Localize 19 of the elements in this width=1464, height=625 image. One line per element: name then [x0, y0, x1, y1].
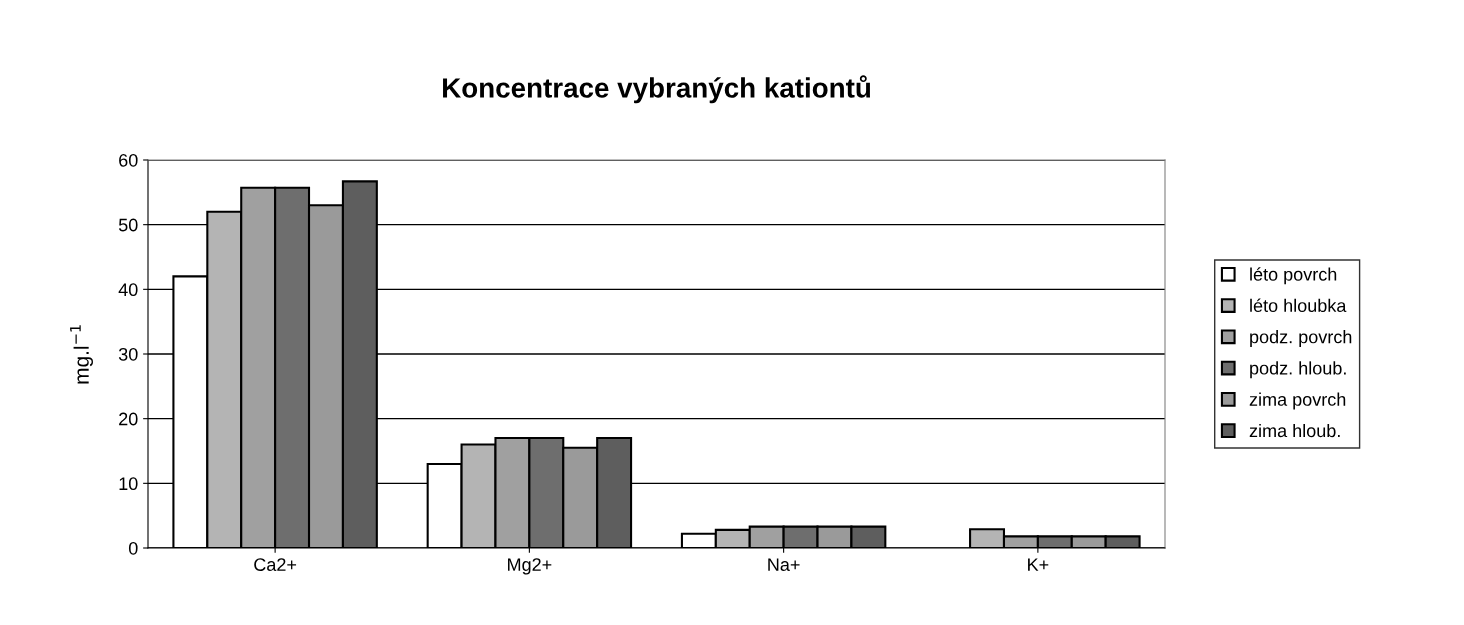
- y-tick-label: 50: [118, 218, 138, 232]
- legend-label: zima povrch: [1249, 392, 1346, 410]
- legend-label: léto hloubka: [1250, 298, 1347, 313]
- y-tick-label: 20: [119, 412, 138, 426]
- legend-label: podz. hloub.: [1250, 361, 1346, 379]
- x-tick-label: Ca2+: [254, 558, 297, 571]
- legend-label: podz. povrch: [1250, 330, 1352, 347]
- x-tick-label: K+: [1028, 558, 1049, 571]
- y-tick-label: 0: [128, 541, 138, 555]
- y-tick-label: 10: [119, 477, 138, 491]
- legend-label: léto povrch: [1250, 267, 1337, 285]
- chart-title: Koncentrace vybraných kationtů: [443, 75, 871, 104]
- y-tick-label: 40: [118, 283, 138, 297]
- x-tick-label: Na+: [768, 558, 800, 571]
- legend-label: zima hloub.: [1249, 423, 1340, 438]
- y-tick-label: 30: [118, 347, 138, 361]
- y-tick-label: 60: [119, 153, 138, 167]
- x-tick-label: Mg2+: [508, 558, 552, 575]
- y-axis-title: mg.l$^{−1}$: [70, 325, 93, 384]
